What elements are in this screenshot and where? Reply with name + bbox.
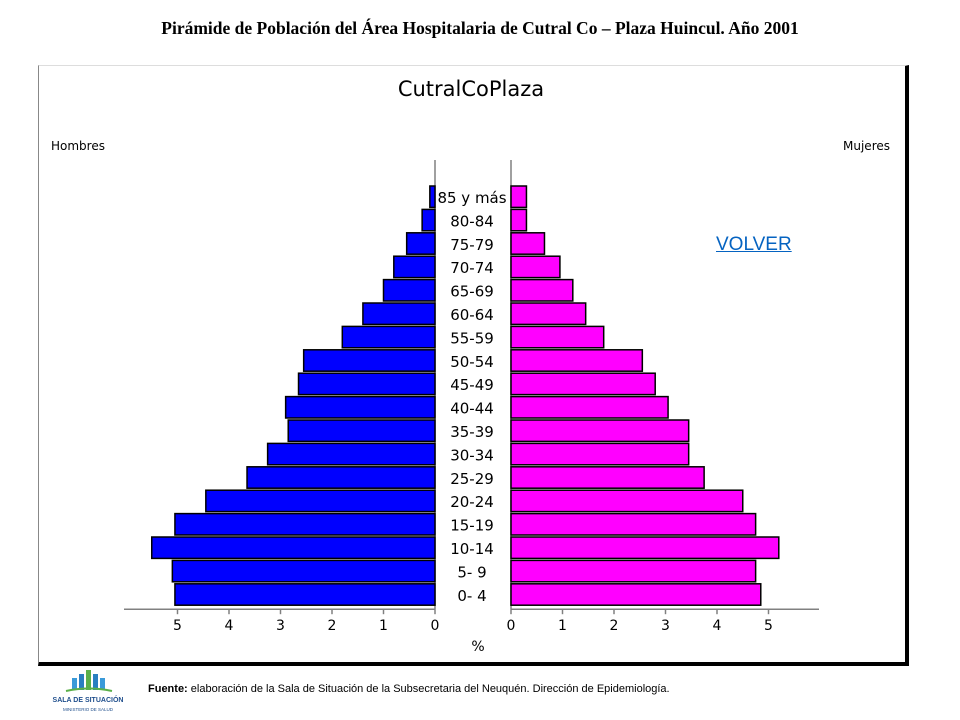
chart-title: CutralCoPlaza — [398, 77, 544, 101]
age-group-label: 25-29 — [450, 470, 494, 488]
age-group-label: 85 y más — [437, 189, 506, 207]
men-bar — [287, 419, 436, 443]
left-side-label: Hombres — [51, 139, 105, 153]
men-x-tick-label: 4 — [225, 618, 234, 634]
age-group-label: 20-24 — [450, 493, 494, 511]
women-bar — [510, 559, 757, 583]
age-group-label: 65-69 — [450, 283, 494, 301]
women-bar — [510, 419, 690, 443]
women-bar — [510, 208, 528, 232]
men-x-tick-label: 5 — [173, 618, 182, 634]
men-bar — [421, 208, 436, 232]
women-bar — [510, 489, 744, 513]
women-x-tick-label: 5 — [764, 618, 773, 634]
women-bar — [510, 278, 574, 302]
women-bar — [510, 185, 528, 209]
women-bar — [510, 302, 587, 326]
men-bar — [151, 536, 436, 560]
men-bar — [393, 255, 436, 279]
women-bar — [510, 583, 762, 606]
women-bar — [510, 536, 780, 560]
women-bar — [510, 349, 644, 372]
footer-label: Fuente: — [148, 683, 188, 695]
women-bar — [510, 372, 656, 396]
logo-text: SALA DE SITUACIÓN — [53, 695, 124, 704]
women-bar — [510, 512, 757, 536]
logo-subtext: MINISTERIO DE SALUD — [63, 707, 114, 712]
footer-text: elaboración de la Sala de Situación de l… — [187, 683, 670, 695]
page-title: Pirámide de Población del Área Hospitala… — [161, 18, 799, 38]
age-group-label: 45-49 — [450, 376, 494, 394]
x-axis-label: % — [471, 639, 484, 655]
men-bar — [174, 512, 436, 536]
men-bar — [171, 559, 436, 583]
women-bar — [510, 232, 546, 255]
men-bar — [429, 185, 436, 209]
men-bar — [405, 232, 436, 255]
men-x-tick-label: 2 — [328, 618, 337, 634]
women-bar — [510, 442, 690, 466]
chart-marks: 85 y más80-8475-7970-7465-6960-6455-5950… — [124, 160, 819, 634]
men-bar — [284, 395, 436, 419]
age-group-label: 60-64 — [450, 306, 494, 324]
age-group-label: 5- 9 — [457, 563, 486, 581]
men-bar — [246, 466, 436, 489]
women-x-tick-label: 1 — [558, 618, 567, 634]
men-x-tick-label: 1 — [379, 618, 388, 634]
age-group-label: 75-79 — [450, 236, 494, 254]
right-side-label: Mujeres — [843, 139, 890, 153]
age-group-label: 0- 4 — [457, 587, 486, 605]
women-x-tick-label: 2 — [610, 618, 619, 634]
women-bar — [510, 255, 561, 279]
age-group-label: 10-14 — [450, 540, 494, 558]
women-bar — [510, 466, 705, 489]
women-x-tick-label: 0 — [507, 618, 516, 634]
men-bar — [174, 583, 436, 606]
age-group-label: 80-84 — [450, 212, 494, 230]
age-group-label: 50-54 — [450, 353, 494, 371]
men-x-tick-label: 3 — [276, 618, 285, 634]
age-group-label: 40-44 — [450, 400, 494, 418]
women-bar — [510, 395, 669, 419]
men-bar — [297, 372, 436, 396]
men-bar — [341, 325, 436, 349]
age-group-label: 30-34 — [450, 446, 494, 464]
logo-bars-icon — [65, 670, 113, 692]
men-bar — [302, 349, 436, 372]
age-group-label: 35-39 — [450, 423, 494, 441]
age-group-label: 55-59 — [450, 329, 494, 347]
population-pyramid-chart: CutralCoPlaza Hombres Mujeres % 85 y más… — [51, 77, 890, 655]
women-x-tick-label: 4 — [713, 618, 722, 634]
source-footer: Fuente: elaboración de la Sala de Situac… — [148, 683, 670, 695]
age-group-label: 70-74 — [450, 259, 494, 277]
men-bar — [362, 302, 436, 326]
men-bar — [205, 489, 436, 513]
women-bar — [510, 325, 605, 349]
men-bar — [266, 442, 436, 466]
men-bar — [382, 278, 436, 302]
age-group-label: 15-19 — [450, 517, 494, 535]
sala-de-situacion-logo: SALA DE SITUACIÓN MINISTERIO DE SALUD — [53, 670, 124, 712]
volver-link[interactable]: VOLVER — [716, 234, 792, 255]
women-x-tick-label: 3 — [661, 618, 670, 634]
men-x-tick-label: 0 — [431, 618, 440, 634]
